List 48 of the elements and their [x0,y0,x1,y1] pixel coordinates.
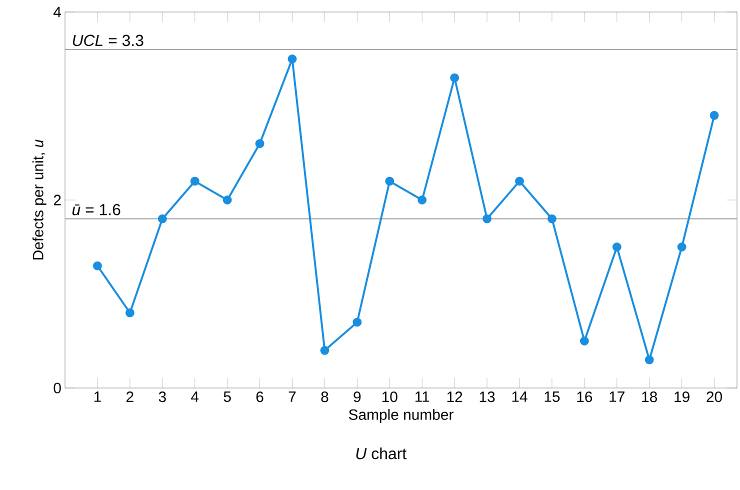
y-tick-label: 2 [54,194,61,206]
point [644,355,654,364]
point [352,318,362,327]
point [482,214,492,224]
x-tick-label: 17 [610,392,624,402]
x-tick-label: 9 [354,392,361,402]
x-axis-title: Sample number [348,408,454,423]
x-tick-label: 15 [544,392,560,402]
point [710,110,719,120]
point [288,54,297,64]
point [92,261,102,270]
x-tick-label: 16 [577,392,592,402]
point [580,336,589,346]
x-tick-label: 8 [321,392,328,402]
x-tick-label: 5 [224,392,231,402]
y-tick-label: 0 [54,382,61,394]
point [612,242,622,252]
point [385,176,394,186]
x-tick-label: 7 [288,392,296,402]
annotation: ū = 1.6 [72,204,120,216]
point [677,242,686,252]
point [418,196,427,204]
point [222,196,232,204]
x-tick-label: 19 [674,392,690,402]
x-tick-label: 11 [415,392,430,402]
point [190,176,200,186]
x-tick-label: 10 [382,392,398,402]
point [450,73,460,82]
x-tick-label: 12 [447,392,462,402]
point [158,214,167,224]
x-tick-label: 4 [191,392,199,402]
x-tick-label: 2 [126,392,134,402]
point [125,308,134,318]
x-tick-label: 3 [158,392,166,402]
text: U chart [356,448,406,460]
point [547,214,556,224]
x-tick-label: 13 [480,392,495,402]
x-tick-label: 18 [642,392,658,402]
point [515,176,524,186]
x-tick-label: 6 [256,392,264,402]
x-tick-label: 1 [94,392,101,402]
point [320,346,330,355]
y-axis-title: Defects per unit, u [32,140,46,260]
point [255,139,264,148]
annotation: UCL = 3.3 [72,34,144,46]
x-tick-label: 20 [706,392,722,402]
x-tick-label: 14 [512,392,528,402]
y-tick-label: 4 [54,6,62,18]
